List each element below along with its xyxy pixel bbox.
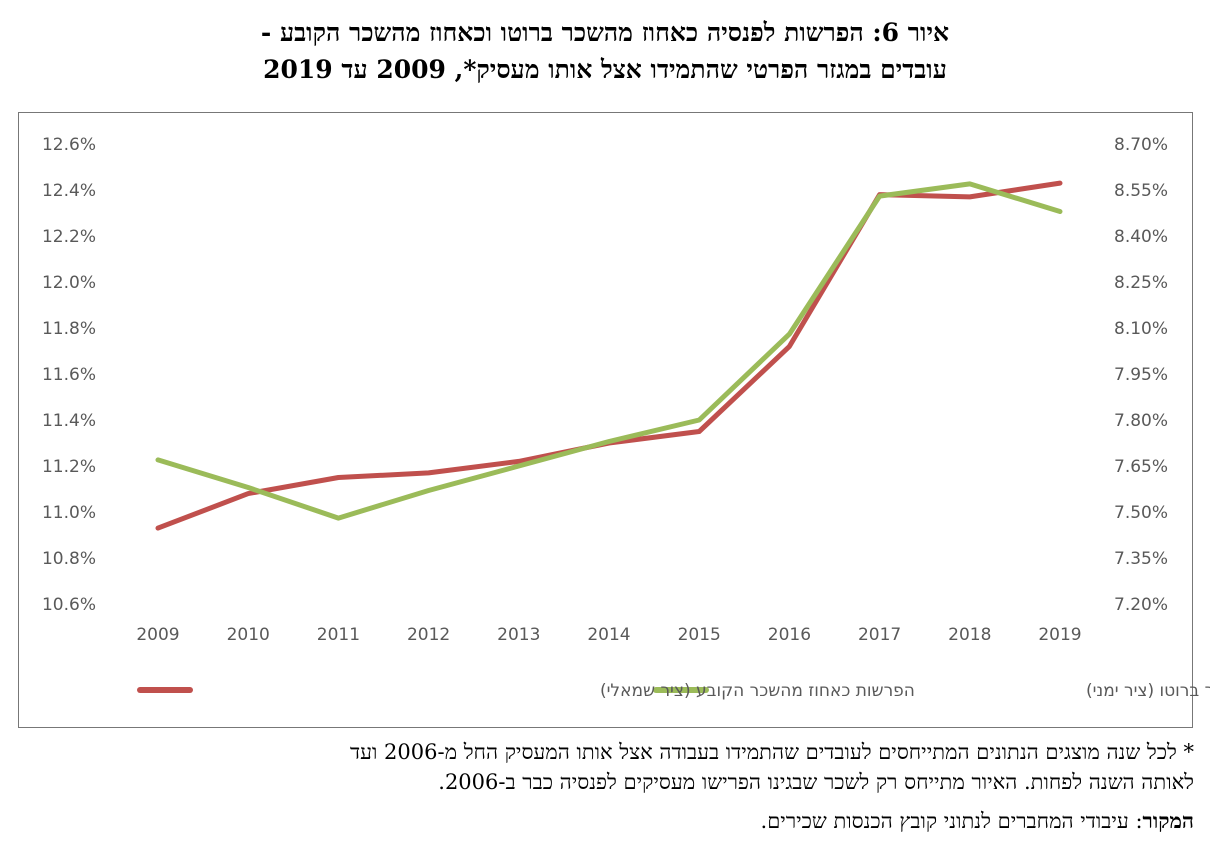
chart-frame <box>18 112 1193 728</box>
left-axis-tick-label: 12.4% <box>42 181 96 201</box>
right-axis-tick-label: 8.55% <box>1114 181 1168 201</box>
x-axis-tick-label: 2010 <box>227 625 270 645</box>
right-axis-tick-label: 7.95% <box>1114 365 1168 385</box>
x-axis-tick-label: 2017 <box>858 625 901 645</box>
x-axis-tick-label: 2018 <box>948 625 991 645</box>
x-axis-tick-label: 2019 <box>1038 625 1081 645</box>
right-axis-tick-label: 7.35% <box>1114 549 1168 569</box>
right-axis-tick-label: 8.40% <box>1114 227 1168 247</box>
source-note: המקור: עיבודי המחברים לנתוני קובץ הכנסות… <box>14 808 1194 834</box>
x-axis-tick-label: 2011 <box>317 625 360 645</box>
legend-label: הפרשות כאחוז מהשכר הקובע (ציר שמאלי) <box>600 681 915 701</box>
right-axis-tick-label: 7.50% <box>1114 503 1168 523</box>
left-axis-tick-label: 11.0% <box>42 503 96 523</box>
x-axis-tick-label: 2009 <box>136 625 179 645</box>
left-axis-tick-label: 11.2% <box>42 457 96 477</box>
series-line-left-axis <box>155 180 1063 531</box>
right-axis-tick-label: 8.70% <box>1114 135 1168 155</box>
left-axis-tick-label: 11.6% <box>42 365 96 385</box>
right-axis-tick-label: 7.80% <box>1114 411 1168 431</box>
chart-title-line2: עובדים במגזר הפרטי שהתמידו אצל אותו מעסי… <box>263 55 947 84</box>
left-axis-tick-label: 10.8% <box>42 549 96 569</box>
source-text: : עיבודי המחברים לנתוני קובץ הכנסות שכיר… <box>760 809 1143 833</box>
right-axis-tick-label: 8.25% <box>1114 273 1168 293</box>
right-axis-tick-label: 8.10% <box>1114 319 1168 339</box>
left-axis-tick-label: 12.6% <box>42 135 96 155</box>
right-axis-tick-label: 7.20% <box>1114 595 1168 615</box>
x-axis-tick-label: 2016 <box>768 625 811 645</box>
left-axis-tick-label: 10.6% <box>42 595 96 615</box>
x-axis-tick-label: 2012 <box>407 625 450 645</box>
x-axis-tick-label: 2015 <box>678 625 721 645</box>
left-axis-tick-label: 12.2% <box>42 227 96 247</box>
chart-title-line1: איור 6: הפרשות לפנסיה כאחוז מהשכר ברוטו … <box>260 18 950 47</box>
series-line-right-axis <box>155 181 1063 521</box>
source-label: המקור <box>1142 808 1194 833</box>
x-axis-tick-label: 2014 <box>587 625 630 645</box>
footnote-line1: * לכל שנה מוצגים הנתונים המתייחסים לעובד… <box>349 740 1194 764</box>
legend-label: הפרשות כאחוז מהשכר ברוטו (ציר ימני) <box>1086 681 1210 701</box>
left-axis-tick-label: 11.4% <box>42 411 96 431</box>
footnote-line2: לאותה השנה לפחות. האיור מתייחס רק לשכר ש… <box>438 770 1194 794</box>
left-axis-tick-label: 12.0% <box>42 273 96 293</box>
right-axis-tick-label: 7.65% <box>1114 457 1168 477</box>
x-axis-tick-label: 2013 <box>497 625 540 645</box>
left-axis-tick-label: 11.8% <box>42 319 96 339</box>
